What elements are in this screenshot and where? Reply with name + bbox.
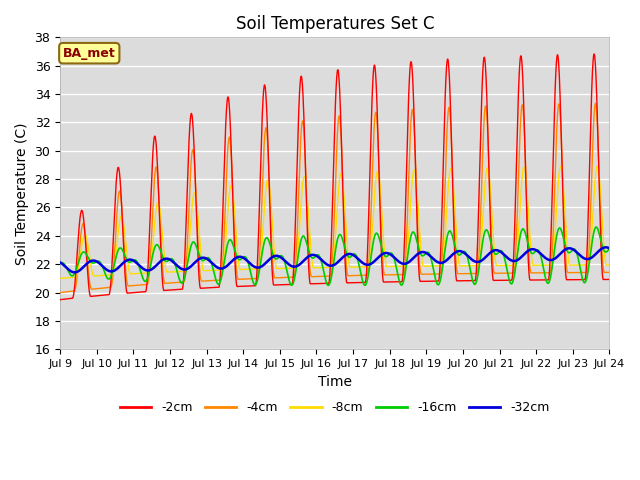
Title: Soil Temperatures Set C: Soil Temperatures Set C [236,15,434,33]
X-axis label: Time: Time [318,374,352,389]
Legend: -2cm, -4cm, -8cm, -16cm, -32cm: -2cm, -4cm, -8cm, -16cm, -32cm [115,396,555,419]
Text: BA_met: BA_met [63,47,116,60]
Y-axis label: Soil Temperature (C): Soil Temperature (C) [15,122,29,264]
